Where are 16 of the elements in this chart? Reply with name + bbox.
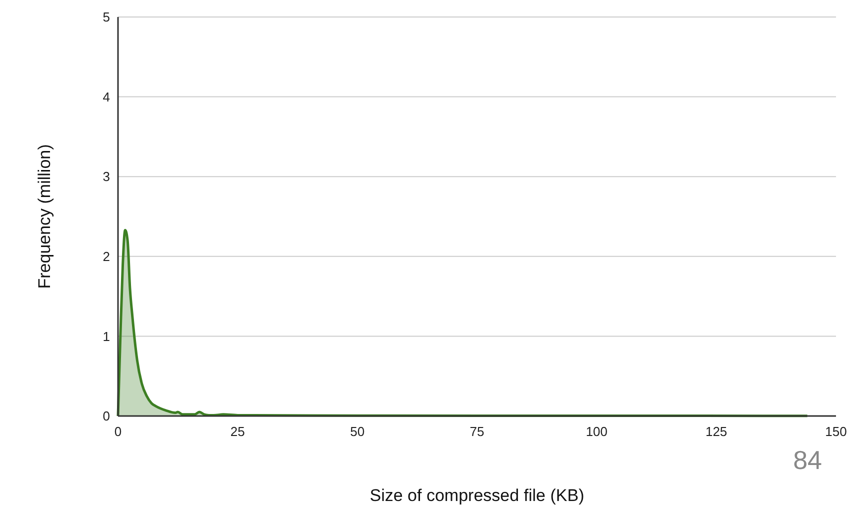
x-axis-title: Size of compressed file (KB)	[370, 486, 584, 505]
y-axis-title: Frequency (million)	[35, 144, 54, 289]
x-tick-label: 100	[586, 424, 608, 439]
x-tick-label: 125	[705, 424, 728, 439]
y-tick-label: 5	[102, 10, 110, 25]
y-tick-label: 0	[102, 408, 110, 424]
x-tick-label: 0	[114, 424, 122, 439]
y-tick-label: 4	[102, 89, 110, 104]
text: 84	[793, 445, 822, 475]
x-tick-label: 50	[350, 424, 365, 439]
y-tick-label: 1	[102, 328, 110, 344]
x-tick-label: 75	[470, 424, 484, 439]
x-tick-label: 150	[825, 424, 847, 439]
x-tick-label: 25	[230, 424, 245, 439]
y-tick-label: 3	[102, 169, 110, 184]
y-tick-label: 2	[102, 248, 110, 264]
